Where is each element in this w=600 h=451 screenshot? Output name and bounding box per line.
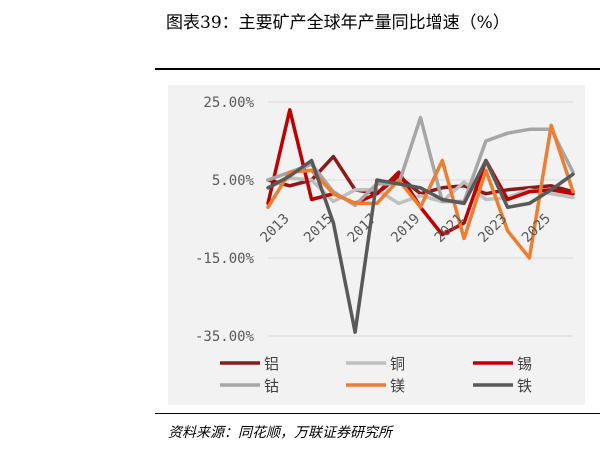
figure-title: 图表39：主要矿产全球年产量同比增速（%） xyxy=(166,13,510,33)
source-note: 资料来源：同花顺，万联证券研究所 xyxy=(168,425,392,441)
series-line xyxy=(266,115,575,208)
x-axis-tick-labels: 2013 2015 2017 2019 2021 2023 2025 xyxy=(257,211,554,246)
footer-divider xyxy=(155,413,600,414)
y-tick-label: 5.00% xyxy=(212,173,255,189)
legend-label: 铁 xyxy=(517,377,532,395)
grid-lines xyxy=(268,101,573,337)
series-line xyxy=(266,158,575,334)
legend-label: 铜 xyxy=(390,355,405,373)
x-tick-label: 2025 xyxy=(519,211,554,246)
series-lines xyxy=(266,108,575,334)
x-tick-label: 2017 xyxy=(345,211,380,246)
line-chart: 25.00% 5.00% -15.00% -35.00% 2013 2015 2017 20… xyxy=(195,95,575,395)
legend-label: 镁 xyxy=(390,377,405,395)
legend: 铝 铜 锡钴 镁 铁 xyxy=(220,355,532,395)
title-divider xyxy=(155,68,600,70)
series-line xyxy=(266,176,575,206)
chart-panel: 25.00% 5.00% -15.00% -35.00% 2013 2015 2017 20… xyxy=(168,85,585,405)
x-tick-label: 2013 xyxy=(257,211,292,246)
y-tick-label: -15.00% xyxy=(195,251,255,267)
legend-label: 铝 xyxy=(264,355,279,373)
legend-label: 钴 xyxy=(264,377,279,395)
legend-label: 锡 xyxy=(517,355,532,373)
y-tick-label: 25.00% xyxy=(203,95,254,111)
y-tick-label: -35.00% xyxy=(195,329,255,345)
y-axis-tick-labels: 25.00% 5.00% -15.00% -35.00% xyxy=(195,95,255,345)
x-tick-label: 2019 xyxy=(388,211,423,246)
